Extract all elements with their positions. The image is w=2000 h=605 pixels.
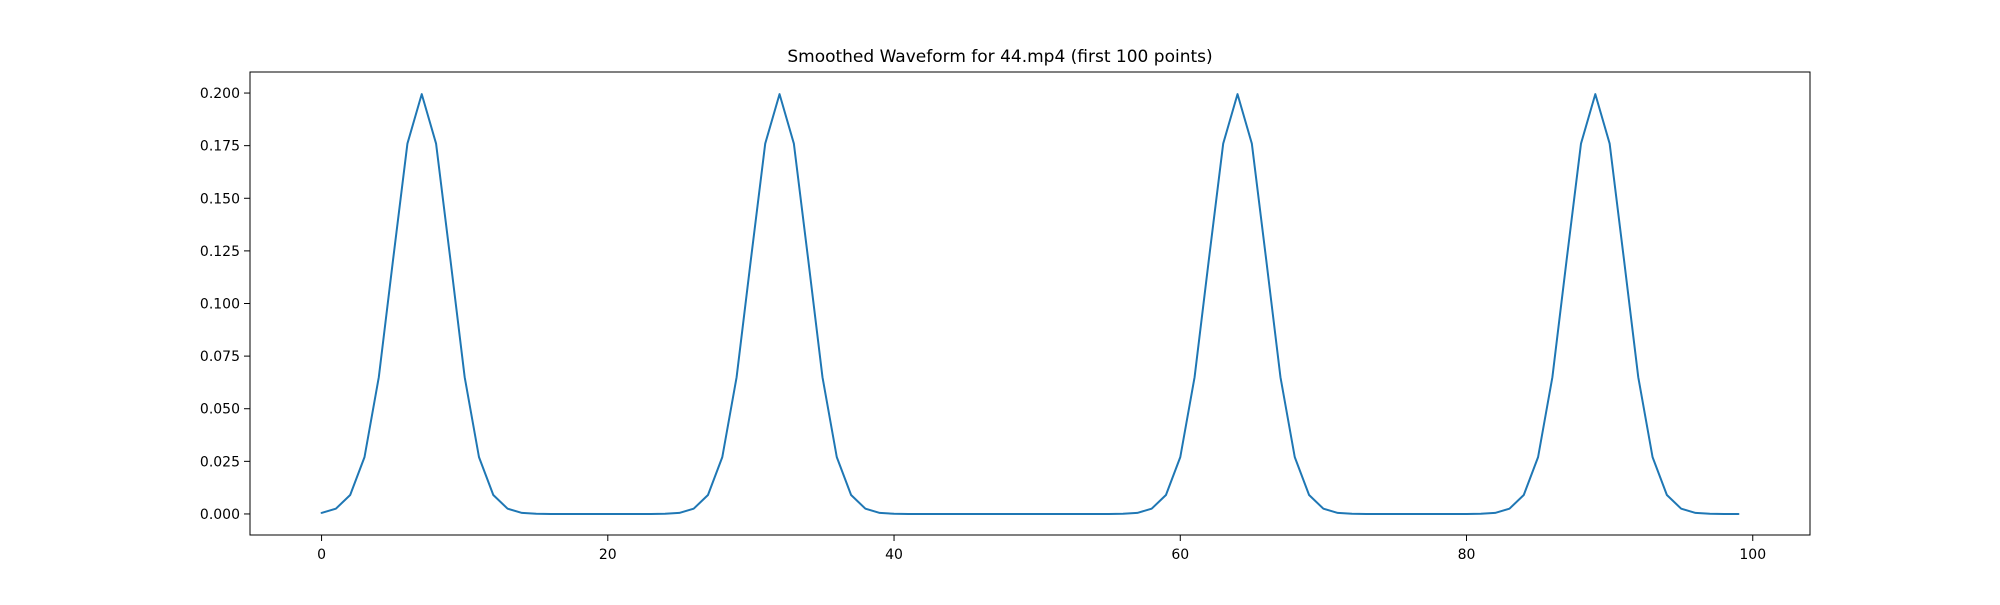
y-axis: 0.000 0.025 0.050 0.075 0.100 0.125 0.150 0.175… [200,86,250,523]
x-tick-label: 80 [1458,547,1476,563]
y-tick-label: 0.175 [200,139,240,155]
y-tick-label: 0.025 [200,454,240,470]
y-tick-label: 0.100 [200,297,240,313]
x-tick-label: 0 [317,547,326,563]
x-tick-label: 20 [599,547,617,563]
y-tick-label: 0.150 [200,191,240,207]
series-line [320,93,1740,515]
plot-frame [249,71,1811,536]
y-tick-label: 0.200 [200,86,240,102]
y-tick-label: 0.125 [200,244,240,260]
x-axis: 0 20 40 60 80 100 [317,535,1766,563]
y-tick-label: 0.050 [200,402,240,418]
y-tick-label: 0.075 [200,349,240,365]
x-tick-label: 60 [1171,547,1189,563]
x-tick-label: 100 [1739,547,1766,563]
chart-title: Smoothed Waveform for 44.mp4 (first 100 … [787,47,1212,67]
x-tick-label: 40 [885,547,903,563]
y-tick-label: 0.000 [200,507,240,523]
